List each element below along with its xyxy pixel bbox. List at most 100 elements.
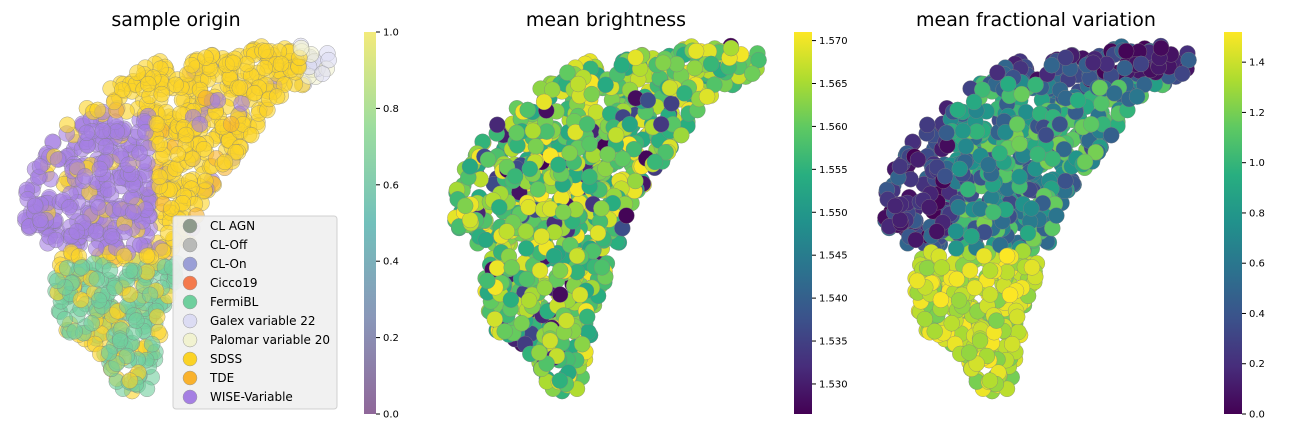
scatter-point: [167, 76, 184, 94]
colorbar: [364, 32, 376, 414]
scatter-point: [744, 65, 761, 82]
scatter-point: [519, 101, 536, 119]
legend-label: CL-Off: [210, 238, 248, 252]
scatter-point: [257, 42, 275, 60]
scatter-point: [589, 224, 607, 242]
scatter-point: [607, 126, 625, 144]
scatter-point: [491, 199, 508, 216]
scatter-point: [184, 150, 201, 168]
scatter-point: [533, 228, 550, 245]
scatter-point: [231, 79, 249, 97]
scatter-point: [503, 259, 520, 276]
scatter-point: [209, 92, 227, 109]
scatter-point: [593, 200, 610, 217]
scatter-point: [984, 203, 1002, 221]
scatter-point: [573, 335, 591, 353]
scatter-point: [1011, 135, 1028, 153]
scatter-point: [94, 122, 112, 140]
scatter-point: [991, 144, 1008, 162]
scatter-point: [103, 228, 120, 245]
panel-sample-origin: sample origin 0.00.20.40.60.81.0 CL AGNC…: [17, 9, 399, 421]
panel-mean-brightness: mean brightness 1.530 1.535 1.540 1.545 1.55…: [447, 9, 848, 414]
scatter-point: [256, 59, 273, 77]
scatter-point: [974, 81, 991, 98]
scatter-point: [72, 291, 90, 308]
scatter-point: [938, 124, 955, 142]
colorbar-tick-label: 1.530: [819, 379, 848, 390]
scatter-point: [1023, 200, 1040, 217]
scatter-point: [1084, 54, 1102, 72]
scatter-point: [561, 144, 578, 162]
scatter-point: [961, 262, 979, 279]
scatter-point: [506, 168, 524, 185]
colorbar: [1224, 32, 1242, 414]
scatter-point: [916, 310, 934, 328]
scatter-point: [129, 64, 146, 81]
colorbar-tick-label: 0.0: [1249, 410, 1265, 421]
scatter-point: [216, 153, 234, 171]
legend-marker: [182, 256, 198, 272]
scatter-point: [999, 75, 1017, 93]
scatter-point: [551, 262, 569, 279]
scatter-point: [947, 240, 965, 257]
scatter-point: [520, 292, 538, 309]
scatter-point: [268, 88, 286, 105]
scatter-point: [971, 332, 989, 349]
colorbar-tick-label: 1.570: [819, 36, 848, 47]
scatter-point: [578, 308, 596, 326]
scatter-point: [517, 223, 535, 240]
panel-title: mean fractional variation: [916, 9, 1156, 31]
scatter-point: [928, 223, 946, 240]
legend-label: CL AGN: [210, 219, 255, 233]
legend-marker: [182, 294, 198, 310]
scatter-points: [877, 37, 1197, 400]
scatter-point: [520, 199, 537, 216]
scatter-point: [121, 372, 139, 389]
scatter-point: [148, 308, 166, 326]
scatter-point: [197, 172, 214, 190]
scatter-point: [550, 156, 567, 173]
scatter-point: [554, 203, 572, 221]
scatter-point: [1037, 126, 1055, 144]
scatter-point: [121, 286, 139, 303]
scatter-point: [581, 135, 598, 153]
scatter-point: [47, 231, 64, 249]
colorbar-tick-label: 1.535: [819, 337, 848, 348]
scatter-point: [114, 81, 131, 98]
scatter-point: [943, 315, 960, 332]
scatter-point: [1174, 65, 1191, 82]
scatter-point: [627, 172, 644, 190]
legend-marker: [182, 389, 198, 405]
scatter-point: [89, 101, 106, 119]
scatter-point: [121, 262, 139, 279]
scatter-point: [87, 240, 105, 257]
scatter-point: [227, 143, 244, 161]
scatter-point: [87, 223, 105, 240]
scatter-point: [143, 335, 161, 353]
legend-label: SDSS: [210, 352, 242, 366]
legend-marker: [182, 370, 198, 386]
scatter-point: [530, 344, 548, 361]
scatter-point: [932, 291, 950, 308]
scatter-point: [980, 156, 997, 173]
colorbar-tick-label: 1.4: [1249, 58, 1265, 69]
scatter-point: [1057, 49, 1074, 66]
scatter-point: [246, 85, 263, 102]
scatter-point: [1093, 95, 1110, 112]
scatter-point: [950, 199, 967, 216]
scatter-point: [1152, 39, 1170, 57]
scatter-point: [661, 79, 679, 97]
scatter-point: [486, 310, 504, 328]
scatter-point: [461, 158, 479, 175]
scatter-point: [722, 39, 740, 57]
scatter-point: [498, 223, 516, 240]
scatter-point: [61, 199, 78, 216]
scatter-point: [56, 310, 74, 328]
scatter-point: [76, 168, 94, 185]
scatter-point: [583, 85, 600, 103]
scatter-point: [524, 122, 542, 140]
scatter-point: [224, 54, 242, 72]
scatter-point: [1076, 153, 1094, 171]
scatter-point: [49, 151, 67, 168]
scatter-point: [521, 160, 539, 178]
